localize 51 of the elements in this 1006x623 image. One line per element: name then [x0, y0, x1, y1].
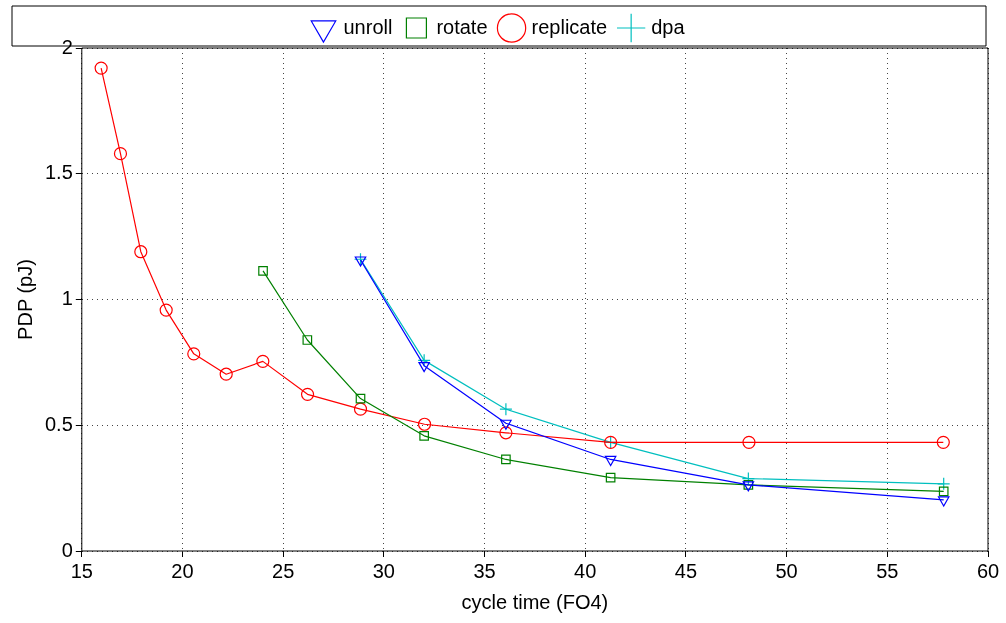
- point: [258, 265, 268, 276]
- point: [300, 387, 315, 401]
- x-tick-label: 55: [876, 559, 899, 582]
- x-tick-label: 50: [775, 559, 798, 582]
- legend-label: unroll: [343, 15, 393, 38]
- point: [500, 419, 512, 430]
- point: [354, 256, 367, 267]
- x-tick-label: 30: [372, 559, 395, 582]
- point: [134, 245, 148, 259]
- point: [353, 402, 368, 416]
- point: [187, 347, 201, 361]
- point: [94, 61, 108, 75]
- point: [159, 303, 173, 317]
- y-axis-title: PDP (pJ): [13, 259, 36, 340]
- point: [938, 486, 949, 497]
- point: [353, 252, 368, 266]
- point: [302, 335, 313, 345]
- legend-label: dpa: [651, 15, 686, 38]
- point: [605, 472, 616, 483]
- y-tick-label: 1.5: [44, 161, 73, 184]
- point: [499, 426, 513, 440]
- y-tick-label: 1: [61, 287, 73, 310]
- x-tick-label: 40: [574, 559, 597, 582]
- x-tick-label: 25: [272, 559, 295, 582]
- x-tick-label: 60: [976, 559, 1000, 582]
- point: [417, 353, 431, 367]
- point: [418, 362, 430, 373]
- point: [417, 417, 432, 431]
- x-tick-label: 35: [473, 559, 496, 582]
- point: [937, 477, 951, 491]
- point: [604, 455, 617, 467]
- point: [219, 367, 233, 381]
- point: [419, 430, 429, 441]
- point: [256, 354, 270, 368]
- point: [937, 496, 950, 507]
- y-tick-label: 2: [61, 35, 73, 58]
- point: [113, 147, 128, 161]
- y-tick-label: 0.5: [44, 412, 73, 435]
- x-tick-label: 45: [674, 559, 698, 582]
- y-tick-label: 0: [61, 538, 73, 561]
- point: [355, 393, 366, 404]
- point: [936, 435, 950, 449]
- x-tick-label: 20: [171, 559, 194, 582]
- x-tick-label: 15: [70, 559, 93, 582]
- legend-label: replicate: [531, 15, 608, 38]
- legend-label: rotate: [436, 15, 488, 38]
- point: [499, 402, 513, 416]
- point: [742, 435, 756, 449]
- x-axis-title: cycle time (FO4): [461, 590, 609, 613]
- point: [741, 471, 755, 486]
- point: [501, 454, 511, 465]
